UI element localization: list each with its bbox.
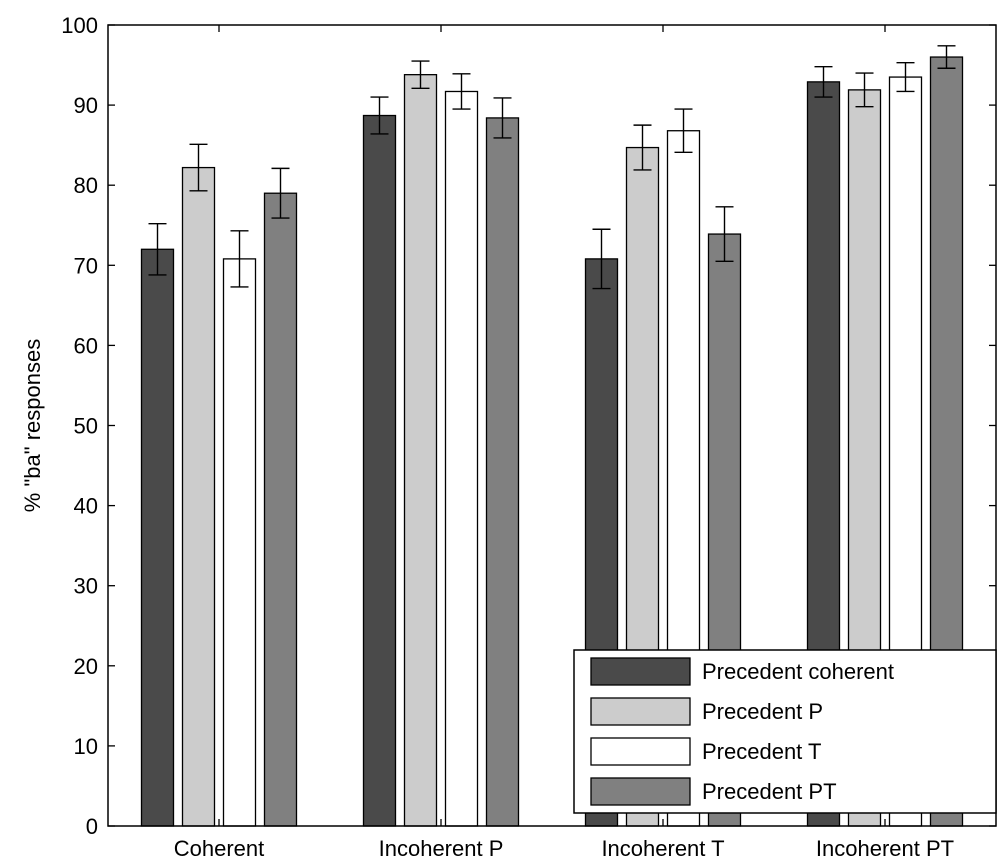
error-bars-layer (148, 45, 956, 290)
bar (444, 90, 479, 827)
error-bar (715, 206, 734, 262)
y-tick-label: 10 (74, 734, 98, 759)
error-bar (814, 65, 833, 98)
bar (485, 117, 520, 827)
bar (403, 74, 438, 827)
y-tick-label: 70 (74, 253, 98, 278)
y-tick-label: 100 (61, 13, 98, 38)
legend-label: Precedent PT (702, 779, 837, 804)
y-tick-label: 60 (74, 333, 98, 358)
y-tick-label: 80 (74, 173, 98, 198)
y-tick-label: 20 (74, 654, 98, 679)
legend-swatch (590, 697, 691, 726)
error-bar (230, 230, 249, 288)
error-bar (370, 96, 389, 135)
y-axis-label: % "ba" responses (20, 339, 45, 512)
legend-label: Precedent T (702, 739, 821, 764)
y-ticks-layer: 0 10 20 30 40 50 60 70 80 90 100 (61, 13, 996, 839)
x-tick-label: Coherent (174, 836, 265, 861)
error-bar (592, 228, 611, 290)
y-tick-label: 90 (74, 93, 98, 118)
y-tick-label: 40 (74, 494, 98, 519)
error-bar (855, 72, 874, 108)
legend-swatch (590, 657, 691, 686)
error-bar (674, 108, 693, 154)
legend-swatch (590, 777, 691, 806)
bar (140, 248, 175, 827)
error-bar (937, 45, 956, 69)
y-tick-label: 0 (86, 814, 98, 839)
legend-swatch (590, 737, 691, 766)
bar (362, 114, 397, 827)
bar (263, 192, 298, 827)
y-tick-label: 50 (74, 414, 98, 439)
error-bar (896, 61, 915, 93)
error-bar (189, 143, 208, 192)
legend-label: Precedent coherent (702, 659, 894, 684)
x-tick-label: Incoherent P (379, 836, 504, 861)
bar (222, 258, 257, 827)
x-tick-label: Incoherent PT (816, 836, 954, 861)
legend: Precedent coherent Precedent P Precedent T… (573, 649, 997, 814)
legend-label: Precedent P (702, 699, 823, 724)
error-bar (452, 73, 471, 110)
bar (181, 166, 216, 827)
error-bar (271, 167, 290, 219)
y-tick-label: 30 (74, 574, 98, 599)
error-bar (493, 97, 512, 139)
error-bar (411, 60, 430, 89)
x-tick-labels-layer: Coherent Incoherent P Incoherent T Incohere… (174, 25, 954, 861)
x-tick-label: Incoherent T (601, 836, 724, 861)
legend-items: Precedent coherent Precedent P Precedent T… (590, 657, 894, 806)
error-bar (148, 222, 167, 276)
error-bar (633, 124, 652, 171)
